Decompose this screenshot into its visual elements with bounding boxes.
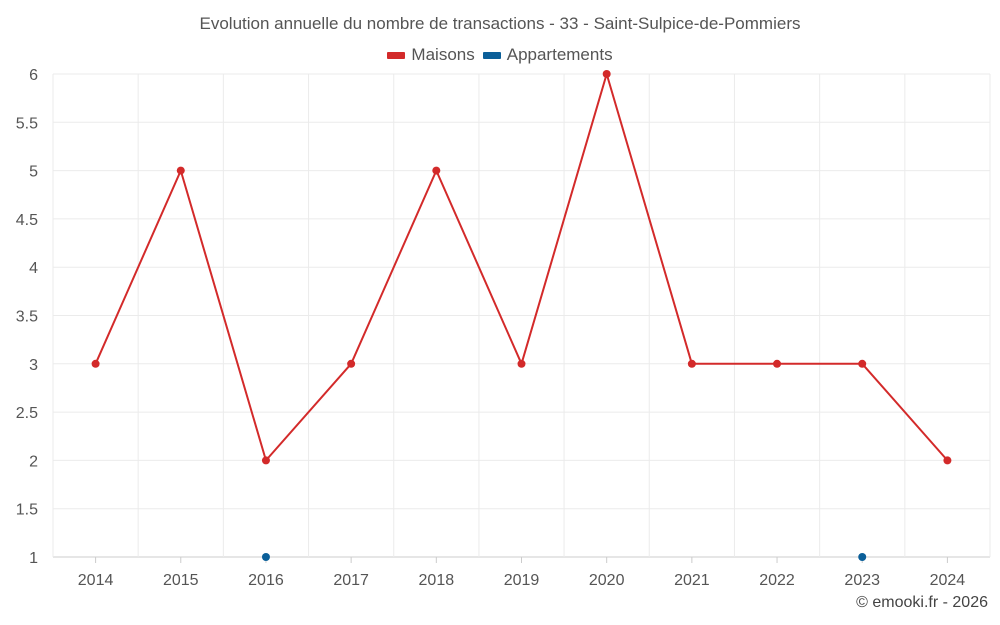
x-tick-label: 2021 (674, 572, 710, 589)
data-point-maisons[interactable] (517, 359, 526, 368)
y-tick-label: 3.5 (16, 309, 38, 326)
series-maisons (91, 70, 952, 465)
data-point-appartements[interactable] (261, 553, 270, 561)
data-point-maisons[interactable] (347, 359, 356, 368)
x-tick-label: 2018 (419, 572, 455, 589)
x-tick-label: 2017 (333, 572, 369, 589)
grid-lines (52, 73, 991, 558)
y-tick-label: 1.5 (16, 502, 38, 519)
series-appartements (261, 553, 867, 561)
data-point-maisons[interactable] (687, 359, 696, 368)
data-point-maisons[interactable] (602, 70, 611, 78)
chart-title: Evolution annuelle du nombre de transact… (199, 14, 801, 33)
y-tick-label: 2 (29, 453, 38, 470)
y-tick-label: 1 (29, 550, 38, 567)
data-point-maisons[interactable] (773, 359, 782, 368)
x-tick-label: 2016 (248, 572, 284, 589)
x-tick-label: 2015 (163, 572, 199, 589)
data-point-maisons[interactable] (261, 456, 270, 465)
x-tick-label: 2024 (930, 572, 966, 589)
x-tick-label: 2023 (844, 572, 880, 589)
data-point-maisons[interactable] (91, 359, 100, 368)
y-tick-label: 5 (29, 164, 38, 181)
x-tick-label: 2014 (78, 572, 114, 589)
legend-item-maisons[interactable]: Maisons (387, 45, 475, 65)
y-tick-label: 4 (29, 260, 38, 277)
data-point-maisons[interactable] (858, 359, 867, 368)
legend-swatch-appartements (482, 51, 501, 59)
y-tick-label: 6 (29, 67, 38, 84)
legend-label-appartements: Appartements (506, 45, 613, 64)
legend-item-appartements[interactable]: Appartements (482, 45, 613, 65)
y-tick-label: 4.5 (16, 212, 38, 229)
data-point-maisons[interactable] (943, 456, 952, 465)
axes: 1 1.5 2 2.5 3 3.5 4 4.5 5 5.5 6 2014 2015 2016 2017 201… (16, 67, 966, 589)
x-tick-label: 2022 (759, 572, 795, 589)
credit-text: © emooki.fr - 2026 (856, 594, 988, 611)
legend: Maisons Appartements (0, 45, 1000, 65)
data-point-maisons[interactable] (432, 166, 441, 175)
data-point-appartements[interactable] (858, 553, 867, 561)
data-point-maisons[interactable] (176, 166, 185, 175)
x-tick-label: 2020 (589, 572, 625, 589)
legend-swatch-maisons (387, 51, 406, 59)
y-tick-label: 3 (29, 357, 38, 374)
y-tick-label: 5.5 (16, 115, 38, 132)
y-tick-label: 2.5 (16, 405, 38, 422)
series (91, 70, 952, 561)
legend-label-maisons: Maisons (411, 45, 475, 64)
x-tick-label: 2019 (504, 572, 540, 589)
